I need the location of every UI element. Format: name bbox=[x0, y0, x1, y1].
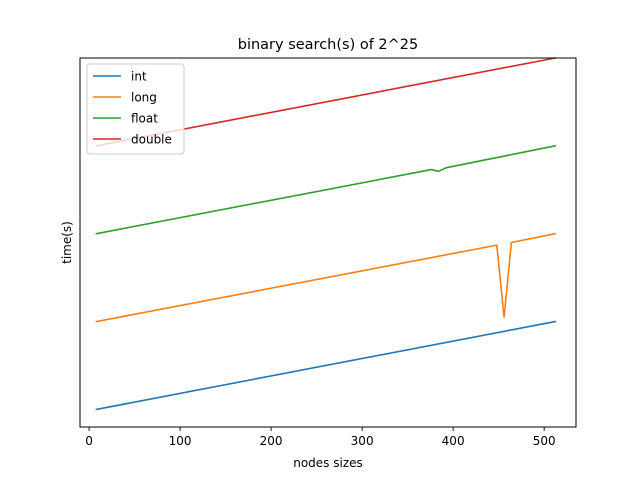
legend-label-long: long bbox=[131, 91, 157, 105]
x-tick-label: 100 bbox=[169, 434, 192, 448]
x-tick-label: 500 bbox=[533, 434, 556, 448]
x-tick-label: 400 bbox=[442, 434, 465, 448]
series-line-int bbox=[95, 320, 557, 411]
series-line-float bbox=[95, 144, 557, 235]
x-tick-label: 0 bbox=[85, 434, 93, 448]
legend-label-int: int bbox=[131, 70, 147, 84]
chart-title: binary search(s) of 2^25 bbox=[238, 37, 419, 53]
x-axis-ticks: 0 100 200 300 400 500 bbox=[85, 427, 556, 448]
legend-label-double: double bbox=[131, 133, 172, 147]
series-line-long bbox=[95, 232, 557, 323]
x-axis-label: nodes sizes bbox=[293, 456, 363, 470]
x-tick-label: 300 bbox=[351, 434, 374, 448]
plot-area-frame bbox=[79, 57, 577, 428]
x-tick-label: 200 bbox=[260, 434, 283, 448]
legend: int long float double bbox=[86, 63, 185, 155]
legend-box bbox=[86, 63, 185, 155]
y-axis-label: time(s) bbox=[60, 221, 74, 264]
legend-label-float: float bbox=[131, 112, 158, 126]
